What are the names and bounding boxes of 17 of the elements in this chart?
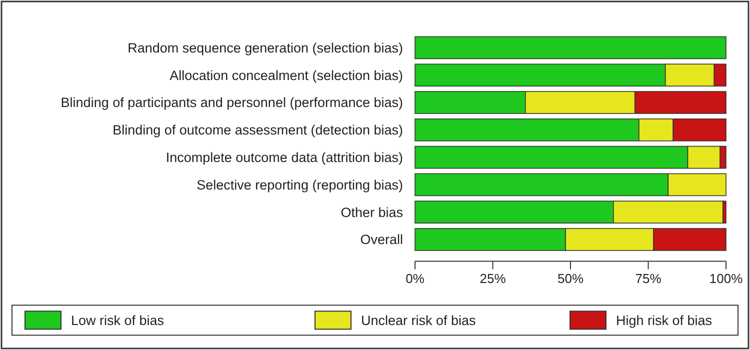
y-tick-label: Other bias xyxy=(340,204,404,220)
x-tick-label: 100% xyxy=(709,271,744,286)
legend-label: Low risk of bias xyxy=(71,312,164,328)
bar xyxy=(414,36,726,60)
y-tick-label: Random sequence generation (selection bias) xyxy=(128,40,403,56)
y-tick-label: Blinding of outcome assessment (detection bias) xyxy=(112,122,403,138)
x-tick-label: 75% xyxy=(635,271,662,286)
y-tick-label: Selective reporting (reporting bias) xyxy=(196,177,403,192)
legend-label: Unclear risk of bias xyxy=(361,312,476,328)
x-tick-label: 0% xyxy=(406,271,425,286)
x-tick-label: 50% xyxy=(557,271,584,286)
y-tick-label: Allocation concealment (selection bias) xyxy=(170,68,403,83)
y-tick-label: Overall xyxy=(360,232,403,248)
x-tick-label: 25% xyxy=(480,271,506,286)
y-tick-label: Blinding of participants and personnel (performance bias) xyxy=(60,95,403,110)
legend-label: High risk of bias xyxy=(616,312,712,328)
y-tick-label: Incomplete outcome data (attrition bias) xyxy=(166,150,403,166)
